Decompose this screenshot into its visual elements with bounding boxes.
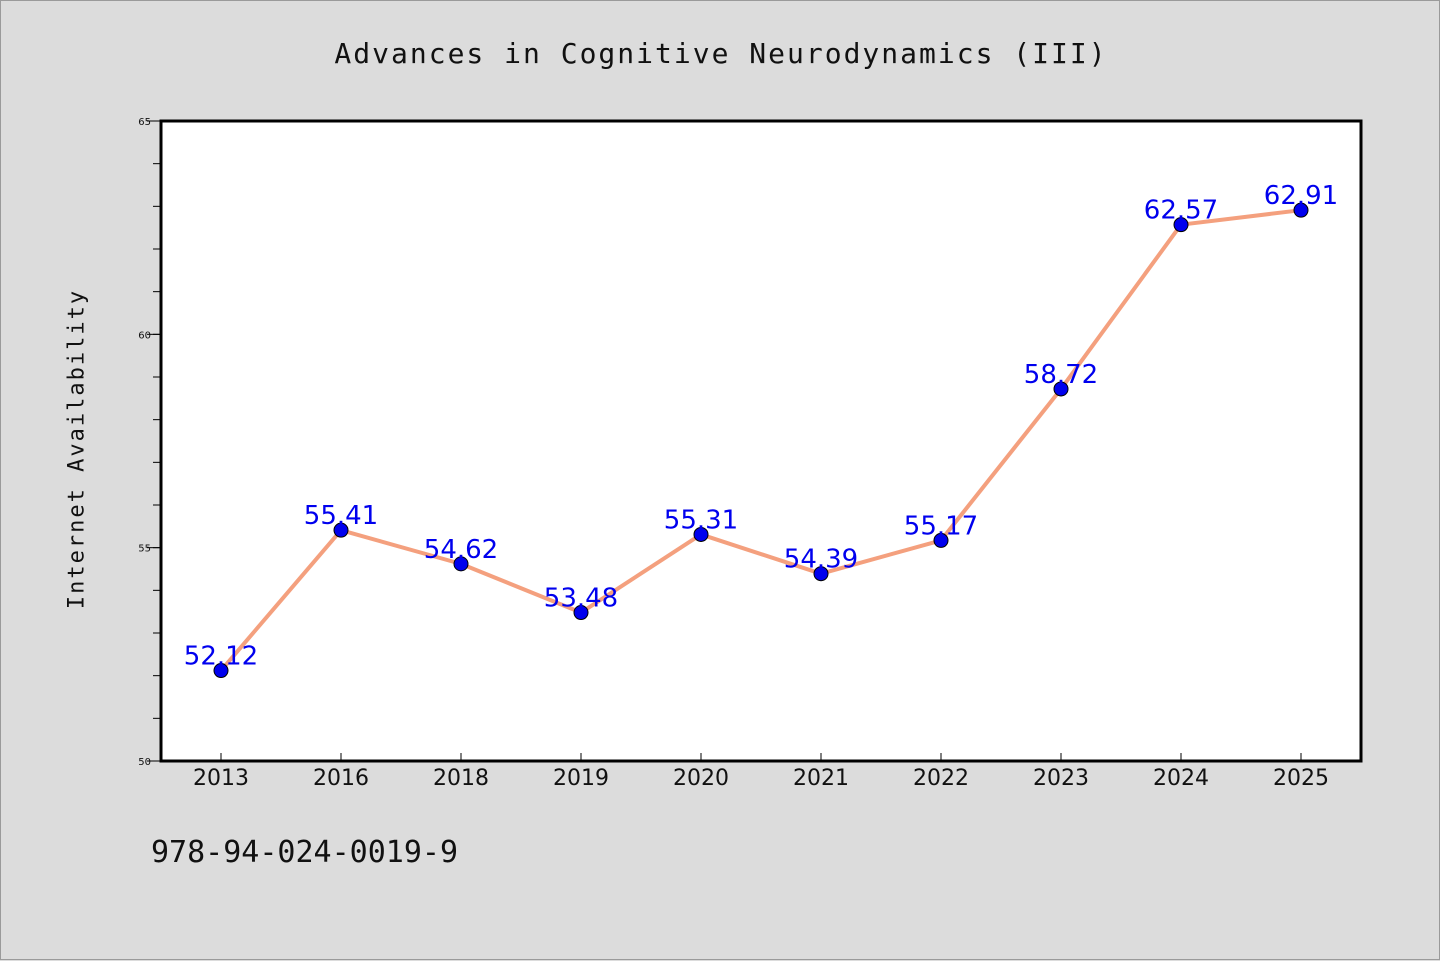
x-tick-label: 2021 bbox=[793, 766, 849, 791]
data-label: 62.57 bbox=[1144, 196, 1218, 226]
x-tick-label: 2013 bbox=[193, 766, 249, 791]
y-tick-label: 55 bbox=[138, 544, 151, 555]
y-tick-label: 65 bbox=[138, 117, 151, 128]
data-label: 54.62 bbox=[424, 535, 498, 565]
x-tick-label: 2019 bbox=[553, 766, 609, 791]
data-point bbox=[453, 556, 469, 572]
data-point bbox=[693, 526, 709, 542]
x-tick-label: 2024 bbox=[1153, 766, 1209, 791]
data-point bbox=[213, 663, 229, 679]
x-tick-label: 2023 bbox=[1033, 766, 1089, 791]
data-point bbox=[933, 532, 949, 548]
x-tick-label: 2020 bbox=[673, 766, 729, 791]
data-label: 55.31 bbox=[664, 505, 738, 535]
x-tick-label: 2025 bbox=[1273, 766, 1329, 791]
data-label: 52.12 bbox=[184, 642, 258, 672]
data-point bbox=[573, 605, 589, 621]
data-point bbox=[333, 522, 349, 538]
data-point bbox=[1173, 217, 1189, 233]
data-point bbox=[1053, 381, 1069, 397]
x-tick-label: 2022 bbox=[913, 766, 969, 791]
plot-area bbox=[159, 119, 1363, 763]
x-tick-label: 2018 bbox=[433, 766, 489, 791]
data-label: 53.48 bbox=[544, 584, 618, 614]
data-label: 55.41 bbox=[304, 501, 378, 531]
series-line bbox=[219, 208, 1303, 673]
data-point bbox=[1293, 202, 1309, 218]
x-tick-label: 2016 bbox=[313, 766, 369, 791]
isbn-text: 978-94-024-0019-9 bbox=[151, 835, 459, 870]
data-point bbox=[813, 566, 829, 582]
data-label: 62.91 bbox=[1264, 181, 1338, 211]
y-tick-label: 50 bbox=[138, 757, 151, 768]
chart-title: Advances in Cognitive Neurodynamics (III… bbox=[334, 37, 1108, 70]
data-label: 54.39 bbox=[784, 545, 858, 575]
data-label: 58.72 bbox=[1024, 360, 1098, 390]
y-tick-label: 60 bbox=[138, 330, 151, 341]
data-label: 55.17 bbox=[904, 511, 978, 541]
